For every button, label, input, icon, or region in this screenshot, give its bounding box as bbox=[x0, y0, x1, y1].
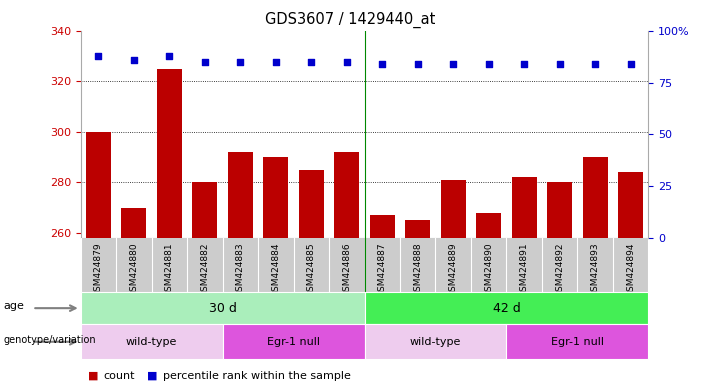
Point bbox=[483, 61, 494, 67]
Bar bbox=[81, 292, 365, 324]
Point bbox=[270, 59, 281, 65]
Text: GSM424881: GSM424881 bbox=[165, 242, 174, 297]
Point bbox=[590, 61, 601, 67]
Text: GSM424890: GSM424890 bbox=[484, 242, 494, 297]
Text: GSM424894: GSM424894 bbox=[626, 242, 635, 297]
Point bbox=[306, 59, 317, 65]
Point bbox=[519, 61, 530, 67]
Bar bbox=[81, 324, 223, 359]
Bar bbox=[476, 213, 501, 238]
Text: GSM424883: GSM424883 bbox=[236, 242, 245, 297]
Text: GSM424880: GSM424880 bbox=[130, 242, 138, 297]
Text: 42 d: 42 d bbox=[493, 302, 520, 314]
Text: GSM424882: GSM424882 bbox=[200, 242, 210, 297]
Bar bbox=[334, 152, 359, 238]
Text: 30 d: 30 d bbox=[209, 302, 236, 314]
Point bbox=[448, 61, 459, 67]
Text: ■: ■ bbox=[147, 371, 158, 381]
Point bbox=[625, 61, 637, 67]
Text: GSM424886: GSM424886 bbox=[342, 242, 351, 297]
Point bbox=[554, 61, 565, 67]
Text: Egr-1 null: Egr-1 null bbox=[267, 337, 320, 347]
Bar bbox=[157, 69, 182, 238]
Bar bbox=[506, 324, 648, 359]
Text: wild-type: wild-type bbox=[410, 337, 461, 347]
Bar bbox=[264, 157, 288, 238]
Text: GSM424889: GSM424889 bbox=[449, 242, 458, 297]
Bar bbox=[86, 132, 111, 238]
Text: age: age bbox=[4, 301, 25, 311]
Point bbox=[412, 61, 423, 67]
Bar bbox=[365, 324, 507, 359]
Bar bbox=[547, 182, 572, 238]
Bar bbox=[618, 172, 643, 238]
Text: count: count bbox=[103, 371, 135, 381]
Bar bbox=[365, 292, 648, 324]
Point bbox=[235, 59, 246, 65]
Text: GSM424888: GSM424888 bbox=[414, 242, 422, 297]
Text: GSM424884: GSM424884 bbox=[271, 242, 280, 297]
Bar bbox=[228, 152, 253, 238]
Text: GSM424891: GSM424891 bbox=[519, 242, 529, 297]
Text: GSM424892: GSM424892 bbox=[555, 242, 564, 297]
Bar bbox=[192, 182, 217, 238]
Text: Egr-1 null: Egr-1 null bbox=[551, 337, 604, 347]
Point bbox=[341, 59, 353, 65]
Point bbox=[93, 53, 104, 59]
Bar bbox=[299, 170, 324, 238]
Text: GSM424893: GSM424893 bbox=[591, 242, 599, 297]
Text: GDS3607 / 1429440_at: GDS3607 / 1429440_at bbox=[265, 12, 436, 28]
Bar bbox=[223, 324, 365, 359]
Text: percentile rank within the sample: percentile rank within the sample bbox=[163, 371, 351, 381]
Text: GSM424887: GSM424887 bbox=[378, 242, 387, 297]
Point bbox=[376, 61, 388, 67]
Text: GSM424885: GSM424885 bbox=[307, 242, 315, 297]
Text: genotype/variation: genotype/variation bbox=[4, 335, 96, 345]
Bar bbox=[512, 177, 537, 238]
Bar bbox=[121, 208, 147, 238]
Point bbox=[199, 59, 210, 65]
Text: GSM424879: GSM424879 bbox=[94, 242, 103, 297]
Point bbox=[164, 53, 175, 59]
Bar bbox=[370, 215, 395, 238]
Bar bbox=[441, 180, 465, 238]
Bar bbox=[583, 157, 608, 238]
Point bbox=[128, 57, 139, 63]
Text: ■: ■ bbox=[88, 371, 98, 381]
Text: wild-type: wild-type bbox=[126, 337, 177, 347]
Bar bbox=[405, 220, 430, 238]
